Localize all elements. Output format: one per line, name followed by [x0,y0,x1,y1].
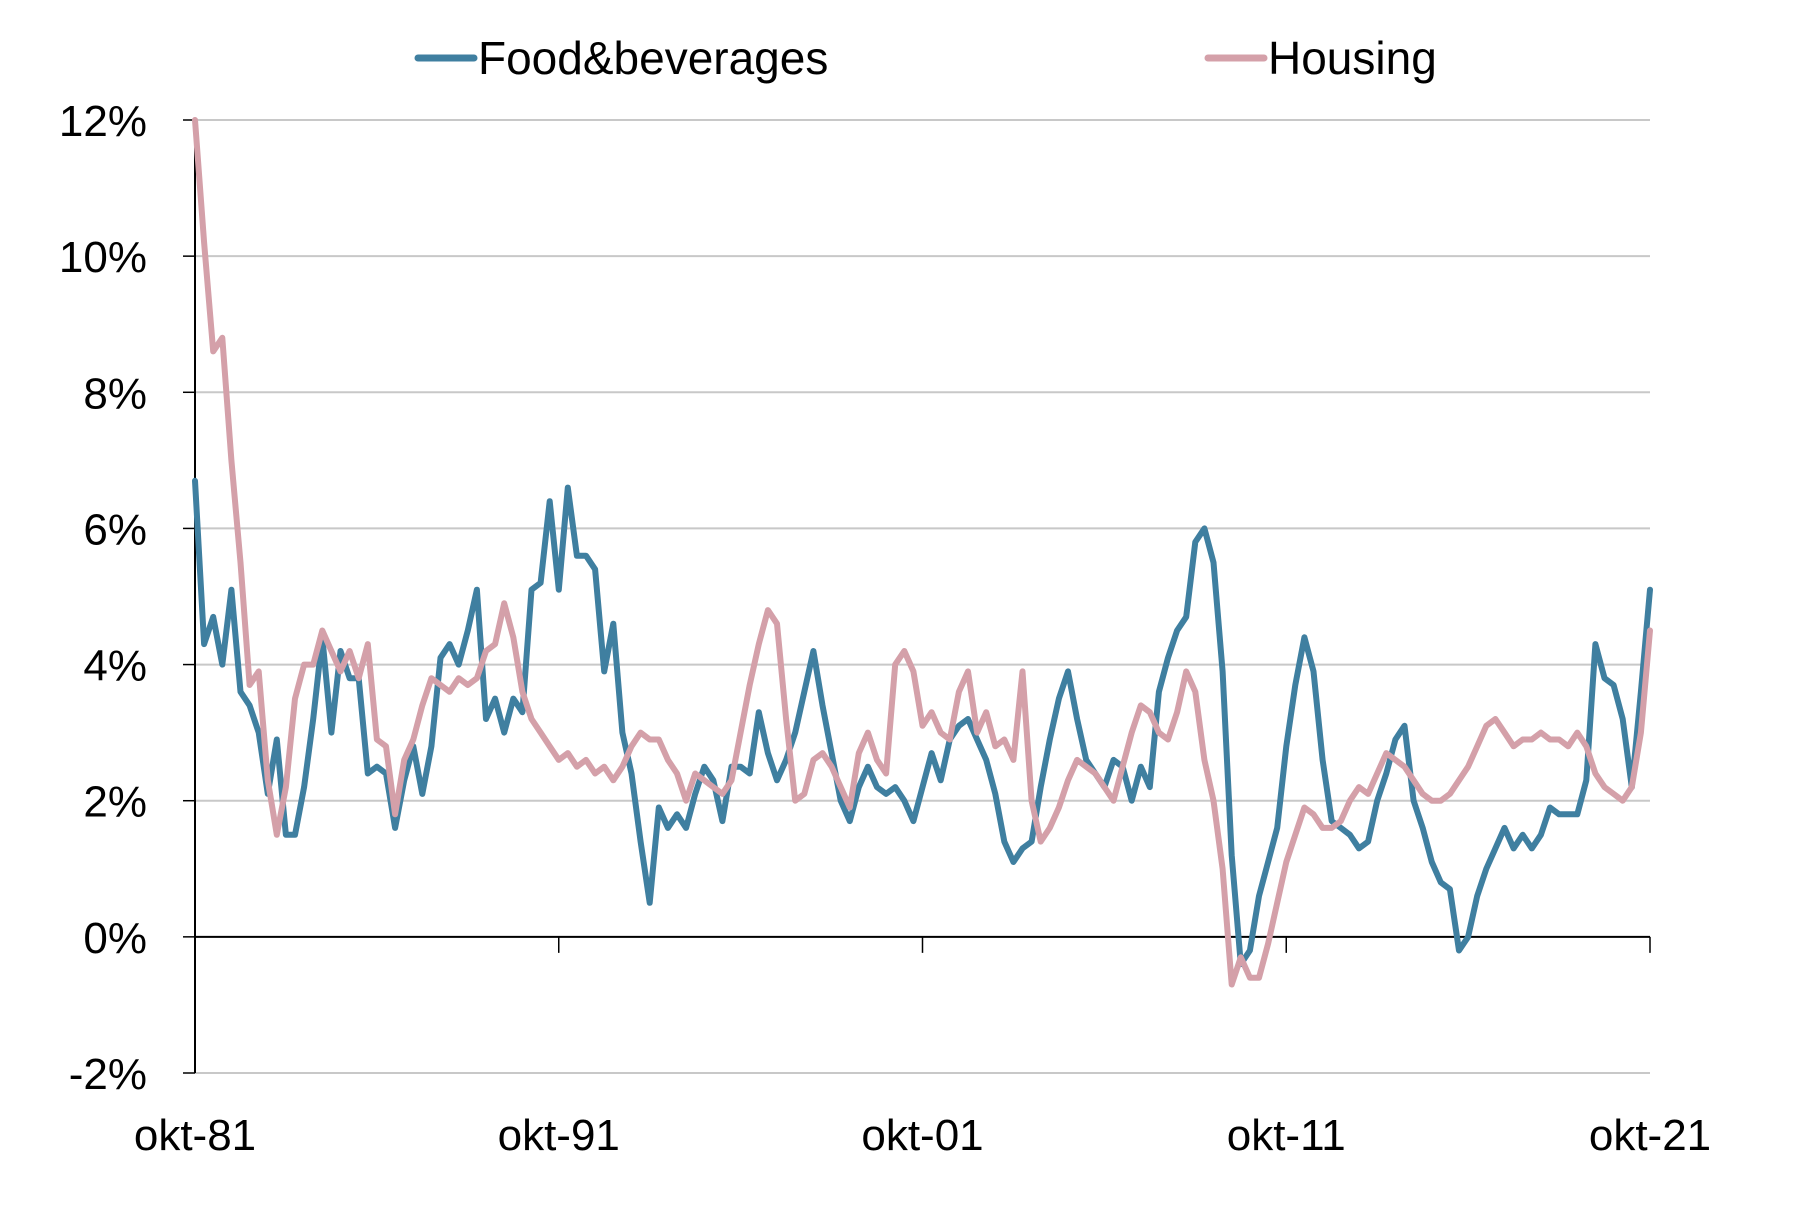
legend-label: Housing [1268,32,1437,84]
x-tick-label: okt-81 [134,1111,256,1160]
legend: Food&beverages Housing [414,32,1437,84]
y-tick-label: 10% [59,233,147,282]
axes [183,119,1651,1074]
y-tick-label: 8% [83,369,147,418]
y-tick-label: 4% [83,642,147,691]
x-tick-label: okt-11 [1227,1111,1346,1160]
y-tick-label: -2% [69,1050,147,1099]
x-tick-label: okt-91 [498,1111,620,1160]
x-tick-label: okt-21 [1589,1111,1711,1160]
series-lines [192,117,1653,988]
grid-lines [195,119,1650,1074]
tick-labels: 12% 10% 8% 6% 4% 2% 0% -2% okt-81 okt-91 okt-01 okt… [59,97,1711,1160]
y-tick-label: 2% [83,778,147,827]
series-line-housing [192,117,1653,988]
x-tick-label: okt-01 [861,1111,983,1160]
y-tick-label: 6% [83,505,147,554]
y-tick-label: 0% [83,914,147,963]
series-line-food-beverages [192,477,1653,968]
y-tick-label: 12% [59,97,147,146]
legend-label: Food&beverages [478,32,828,84]
